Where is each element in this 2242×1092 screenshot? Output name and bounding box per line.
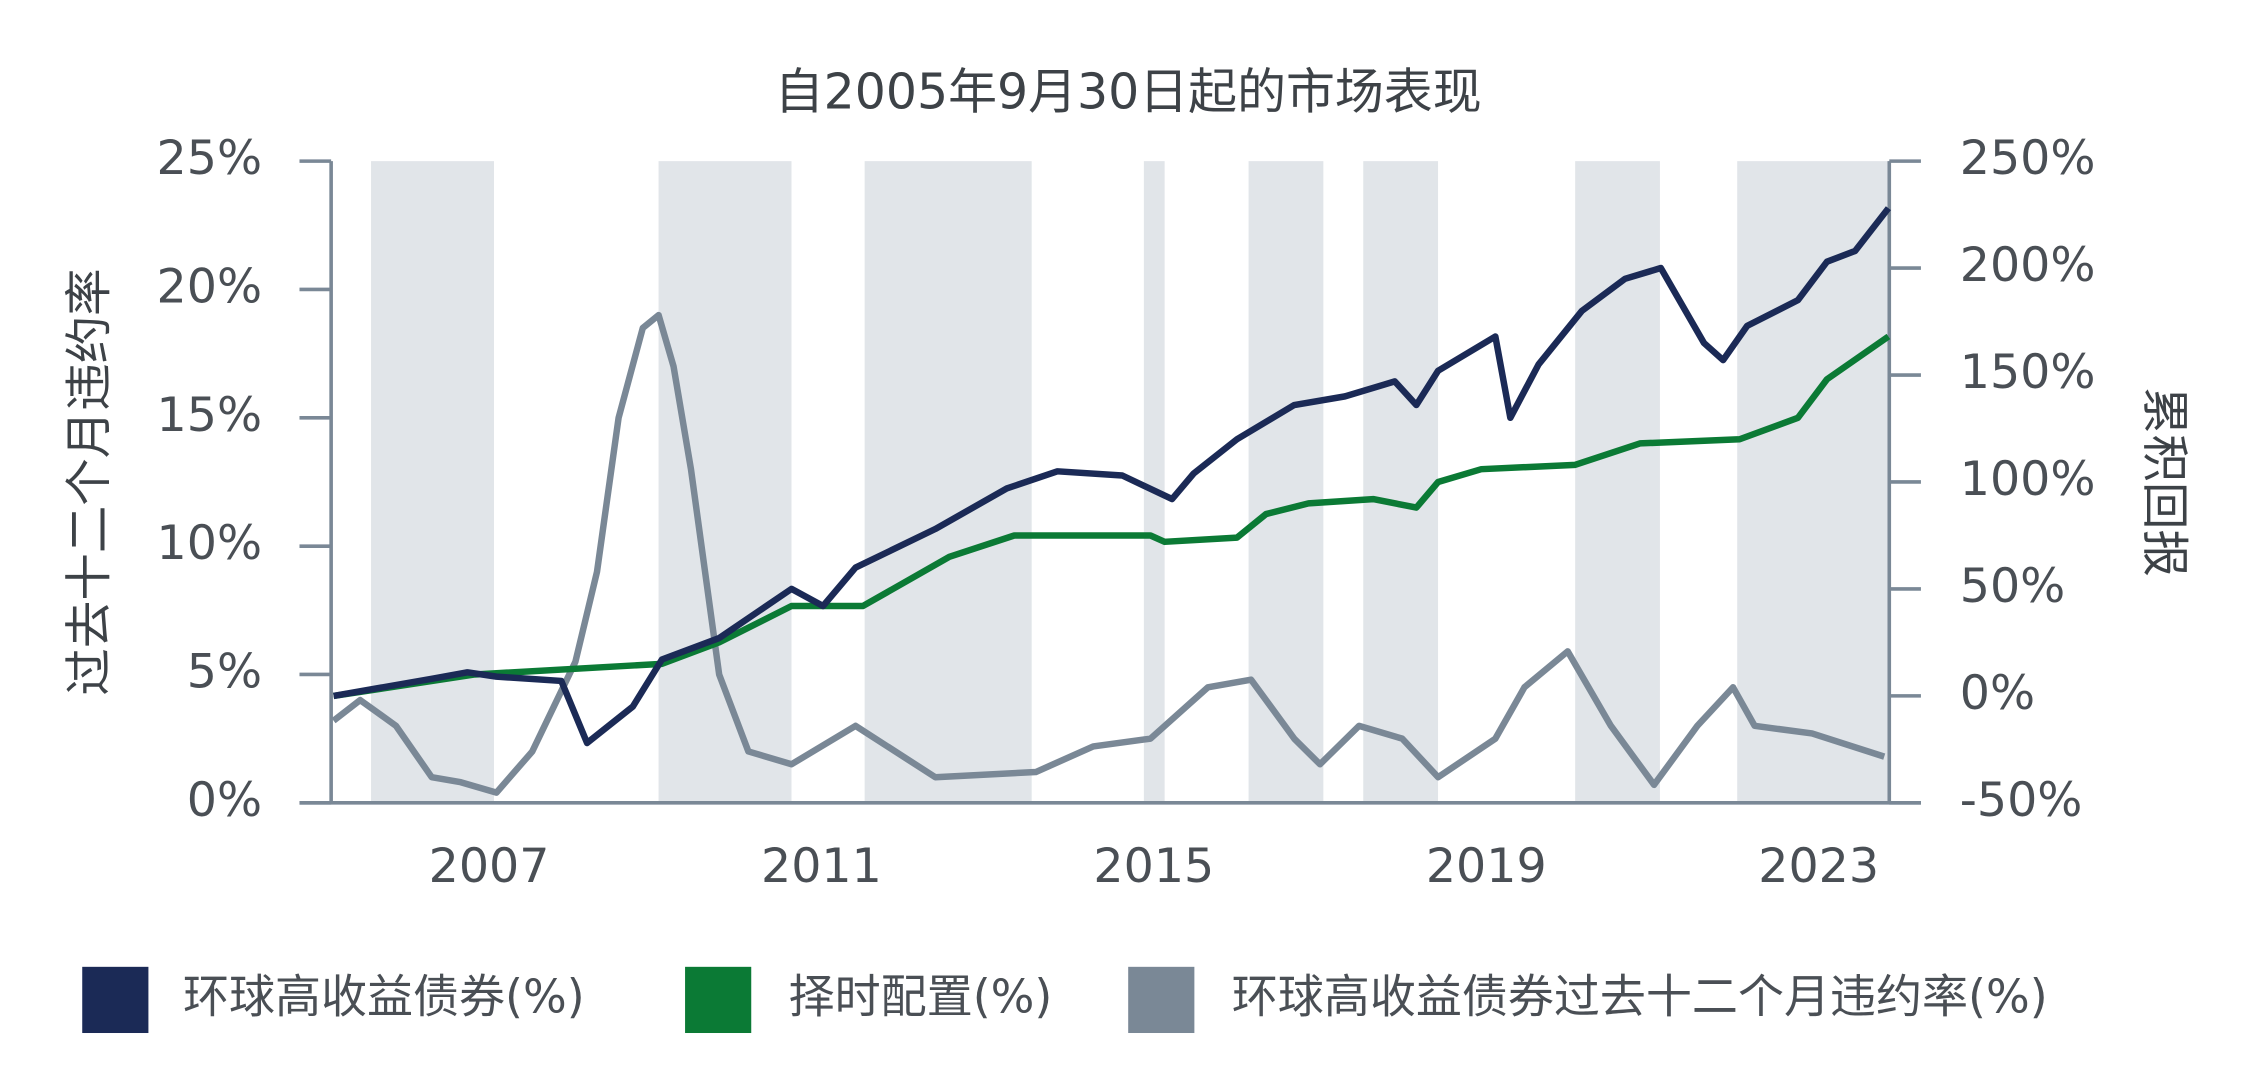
y-tick-label: 15% bbox=[157, 388, 263, 443]
y2-tick-label: 0% bbox=[1960, 666, 2035, 721]
shaded-period bbox=[864, 161, 1032, 803]
legend-swatch bbox=[1128, 966, 1195, 1034]
y2-tick-label: 200% bbox=[1960, 238, 2096, 293]
series-line bbox=[333, 206, 1891, 747]
legend-label: 择时配置(%) bbox=[789, 969, 1053, 1023]
shaded-period bbox=[1363, 161, 1439, 803]
y2-tick-label: 50% bbox=[1960, 559, 2066, 614]
legend-label: 环球高收益债券过去十二个月违约率(%) bbox=[1232, 969, 2048, 1023]
legend-swatch bbox=[685, 966, 752, 1034]
y-tick-label: 0% bbox=[187, 773, 262, 828]
y-tick-label: 25% bbox=[157, 131, 263, 186]
x-tick-label: 2011 bbox=[761, 839, 882, 894]
shaded-period bbox=[1143, 161, 1165, 803]
shaded-period bbox=[1248, 161, 1324, 803]
shaded-period bbox=[1737, 161, 1890, 803]
y2-tick-label: 150% bbox=[1960, 345, 2096, 400]
legend-label: 环球高收益债券(%) bbox=[183, 969, 585, 1023]
shaded-period bbox=[658, 161, 792, 803]
chart-title: 自2005年9月30日起的市场表现 bbox=[775, 63, 1482, 120]
y-tick-label: 20% bbox=[157, 259, 263, 314]
shaded-period bbox=[1575, 161, 1660, 803]
x-tick-label: 2007 bbox=[429, 839, 550, 894]
y-tick-label: 10% bbox=[157, 516, 263, 571]
y-axis-title: 过去十二个月违约率 bbox=[62, 268, 117, 695]
x-tick-label: 2015 bbox=[1093, 839, 1214, 894]
y2-tick-label: 250% bbox=[1960, 131, 2096, 186]
x-tick-label: 2023 bbox=[1758, 839, 1879, 894]
y-tick-label: 5% bbox=[187, 644, 262, 699]
legend-swatch bbox=[82, 966, 149, 1034]
y2-tick-label: 100% bbox=[1960, 452, 2096, 507]
series-line bbox=[333, 333, 1891, 700]
y2-axis-title: 累积回报 bbox=[2136, 387, 2191, 577]
x-tick-label: 2019 bbox=[1426, 839, 1547, 894]
series-line bbox=[331, 311, 1886, 796]
y2-tick-label: -50% bbox=[1960, 773, 2083, 828]
shaded-period bbox=[371, 161, 495, 803]
